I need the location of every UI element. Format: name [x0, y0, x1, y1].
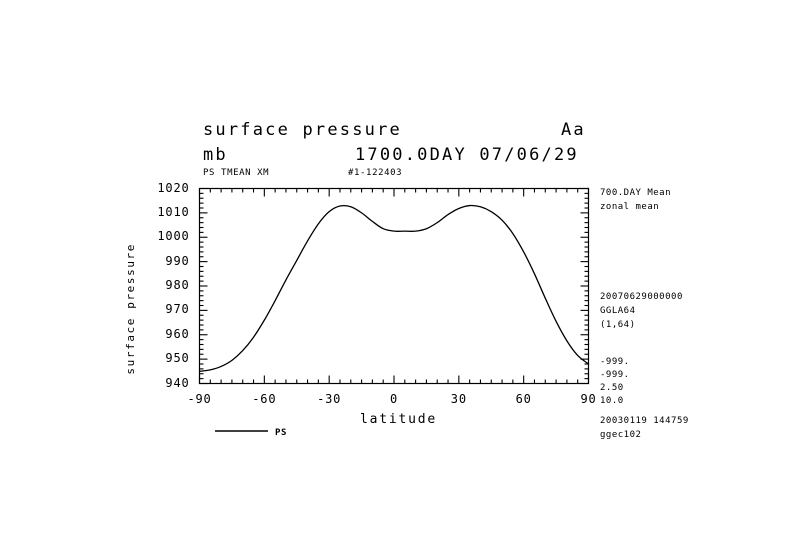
x-tick-label: 30: [450, 391, 467, 406]
data-line-ps: [198, 204, 590, 372]
y-tick-label: 990: [165, 253, 190, 268]
annotation-mean-period: 700.DAY Mean: [600, 188, 672, 198]
y-tick-label: 970: [165, 302, 190, 317]
annotation-user: ggec102: [600, 430, 642, 440]
x-tick-label: 0: [389, 391, 399, 406]
y-tick-label: 1000: [157, 229, 190, 244]
units-label: mb: [203, 145, 228, 165]
y-tick-label: 950: [165, 351, 190, 366]
data-series-group: [198, 204, 590, 372]
y-tick-label: 940: [165, 375, 190, 390]
y-tick-label: 980: [165, 278, 190, 292]
y-axis-title: surface pressure: [124, 243, 137, 375]
y-tick-label: 960: [165, 326, 190, 341]
corner-tag: Aa: [561, 120, 586, 140]
annotation-value-100: 10.0: [600, 396, 624, 406]
day-stamp: 1700.0DAY 07/06/29: [355, 145, 579, 165]
annotation-missing-value-2: -999.: [600, 370, 630, 380]
variable-line: PS TMEAN XM: [203, 168, 270, 178]
x-tick-label: -60: [252, 391, 277, 406]
annotation-missing-value-1: -999.: [600, 357, 630, 367]
legend-entry-label: PS: [275, 428, 288, 438]
annotation-value-250: 2.50: [600, 383, 624, 393]
y-tick-label: 1010: [157, 204, 190, 219]
axis-ticks: [198, 187, 590, 385]
y-tick-label: 1020: [157, 180, 190, 195]
x-tick-label: -90: [187, 391, 212, 406]
annotation-zonal-mean: zonal mean: [600, 202, 660, 212]
annotation-grid-name: GGLA64: [600, 306, 636, 316]
annotation-grid-dims: (1,64): [600, 320, 636, 330]
x-tick-label: -30: [317, 391, 342, 406]
run-id: #1-122403: [348, 168, 403, 178]
x-tick-label: 60: [515, 391, 532, 406]
x-tick-label: 90: [580, 391, 597, 406]
annotation-datetime-code: 20070629000000: [600, 292, 683, 302]
page-title: surface pressure: [203, 120, 402, 140]
annotation-created-timestamp: 20030119 144759: [600, 416, 689, 426]
x-axis-title: latitude: [360, 412, 438, 427]
